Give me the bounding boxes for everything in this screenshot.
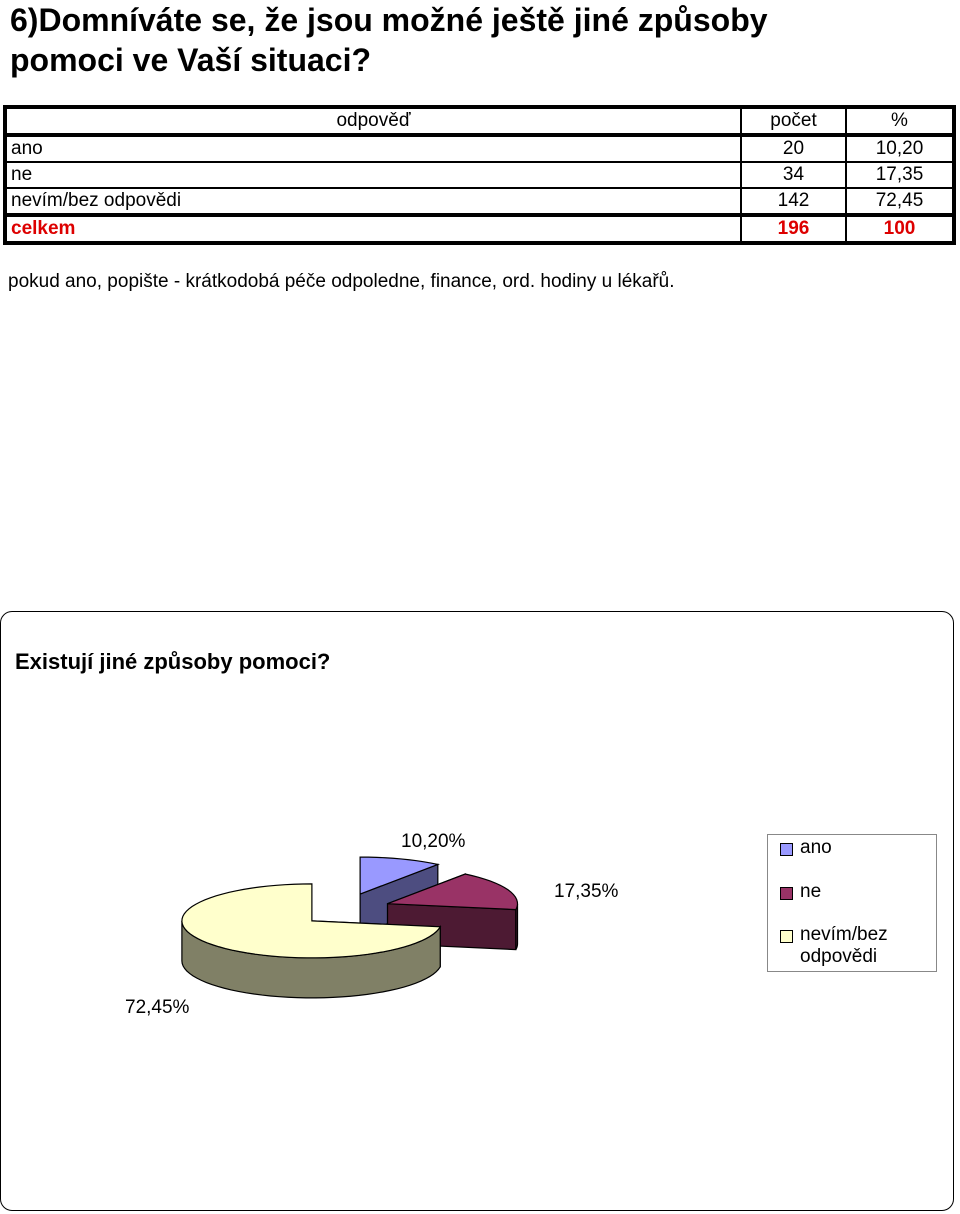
table-row: ne 34 17,35 <box>3 162 956 189</box>
row-percent: 72,45 <box>846 188 956 215</box>
slice-top-ne <box>387 873 519 911</box>
total-label: celkem <box>3 213 742 245</box>
pie-chart <box>181 856 519 999</box>
slice-top-ano <box>359 856 441 895</box>
legend-label-line2: odpovědi <box>800 946 878 967</box>
legend-swatch <box>780 843 793 856</box>
question-heading: 6)Domníváte se, že jsou možné ještě jiné… <box>10 0 950 80</box>
row-count: 20 <box>741 135 847 163</box>
results-table: odpověď počet % ano 20 10,20 ne 34 17,35… <box>3 105 956 245</box>
row-count: 34 <box>741 162 847 189</box>
row-label: ne <box>3 162 742 189</box>
data-label-nevim: 72,45% <box>125 997 190 1018</box>
table-row: ano 20 10,20 <box>3 135 956 163</box>
slice-wall-ne-0 <box>515 903 519 950</box>
header-percent: % <box>846 105 956 137</box>
legend-item-ne: ne <box>780 881 822 903</box>
legend-label: nevím/bez <box>800 924 888 945</box>
table-row: nevím/bez odpovědi 142 72,45 <box>3 188 956 215</box>
legend-swatch <box>780 930 793 943</box>
total-percent: 100 <box>846 213 956 245</box>
header-answer: odpověď <box>3 105 742 137</box>
legend-label: ne <box>800 881 822 902</box>
row-label: ano <box>3 135 742 163</box>
data-label-ne: 17,35% <box>554 881 619 902</box>
row-label: nevím/bez odpovědi <box>3 188 742 215</box>
chart-frame: Existují jiné způsoby pomoci? 10,20% 17,… <box>0 611 954 1211</box>
question-line-2: pomoci ve Vaší situaci? <box>10 42 372 78</box>
legend-item-ano: ano <box>780 837 832 859</box>
data-label-ano: 10,20% <box>401 831 466 852</box>
total-count: 196 <box>741 213 847 245</box>
table-total-row: celkem 196 100 <box>3 213 956 245</box>
legend-item-nevim: nevím/bez odpovědi <box>780 924 888 968</box>
chart-title: Existují jiné způsoby pomoci? <box>15 649 331 674</box>
legend-swatch <box>780 887 793 900</box>
chart-legend: ano ne nevím/bez odpovědi <box>767 834 937 972</box>
legend-label: ano <box>800 837 832 858</box>
row-percent: 17,35 <box>846 162 956 189</box>
note-text: pokud ano, popište - krátkodobá péče odp… <box>8 271 675 292</box>
row-percent: 10,20 <box>846 135 956 163</box>
question-line-1: 6)Domníváte se, že jsou možné ještě jiné… <box>10 2 768 38</box>
table-header-row: odpověď počet % <box>3 105 956 137</box>
slice-top-nevmbezodpovdi <box>181 883 442 959</box>
header-count: počet <box>741 105 847 137</box>
row-count: 142 <box>741 188 847 215</box>
